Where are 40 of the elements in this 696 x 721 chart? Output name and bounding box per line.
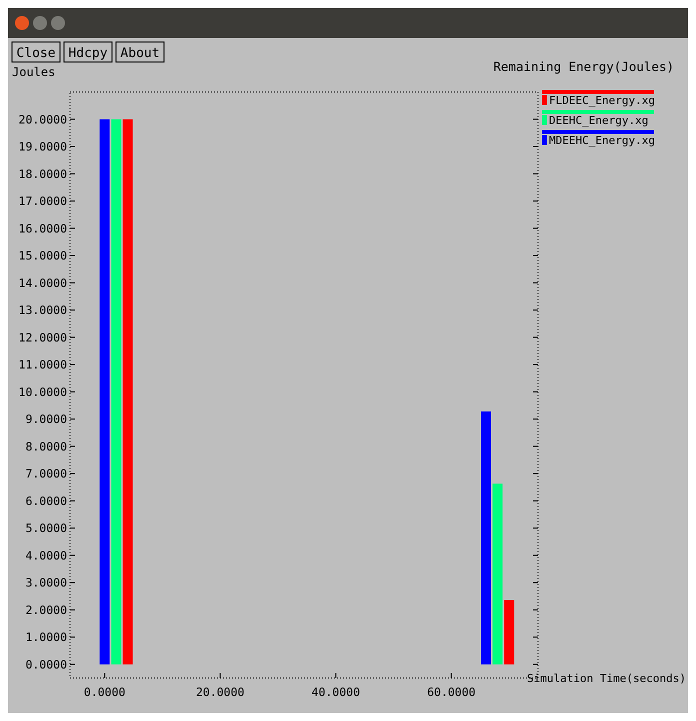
x-tick-label: 0.0000: [84, 685, 126, 699]
y-tick-label: 9.0000: [25, 412, 68, 426]
y-tick-label: 14.0000: [18, 276, 68, 290]
y-tick-label: 0.0000: [25, 657, 68, 672]
bar: [111, 119, 122, 664]
y-tick-label: 8.0000: [25, 439, 68, 454]
y-tick-label: 17.0000: [18, 194, 68, 208]
y-tick-label: 6.0000: [25, 494, 68, 508]
y-tick-label: 2.0000: [25, 602, 68, 617]
legend-label: DEEHC_Energy.xg: [549, 114, 648, 127]
button: Hdcpy: [64, 42, 112, 62]
y-tick-label: 13.0000: [18, 303, 68, 318]
bar: [492, 484, 503, 664]
x-tick-label: 20.0000: [196, 685, 245, 699]
button: About: [116, 42, 164, 62]
y-tick-label: 18.0000: [18, 166, 68, 181]
y-tick-label: 5.0000: [25, 521, 68, 536]
y-tick-label: 3.0000: [25, 576, 68, 590]
y-tick-label: 7.0000: [25, 466, 68, 481]
bar: [122, 119, 133, 664]
y-tick-label: 1.0000: [25, 630, 68, 644]
bar: [504, 600, 514, 664]
legend-label: FLDEEC_Energy.xg: [549, 94, 655, 107]
y-tick-label: 16.0000: [18, 221, 68, 236]
x-tick-label: 40.0000: [312, 685, 360, 699]
bar: [100, 119, 110, 664]
y-tick-label: 11.0000: [18, 358, 68, 372]
text: Remaining Energy(Joules): [493, 59, 674, 74]
button: Close: [12, 42, 60, 62]
y-tick-label: 20.0000: [18, 112, 68, 126]
y-tick-label: 4.0000: [25, 548, 68, 562]
legend-label: MDEEHC_Energy.xg: [549, 134, 655, 147]
x-tick-label: 60.0000: [427, 685, 476, 699]
y-tick-label: 10.0000: [18, 384, 68, 399]
y-axis-title: Joules: [12, 65, 56, 79]
bar: [481, 411, 491, 664]
y-tick-label: 12.0000: [18, 330, 68, 344]
y-tick-label: 19.0000: [18, 140, 68, 154]
x-axis-title: Simulation Time(seconds): [527, 672, 686, 685]
y-tick-label: 15.0000: [18, 248, 68, 263]
